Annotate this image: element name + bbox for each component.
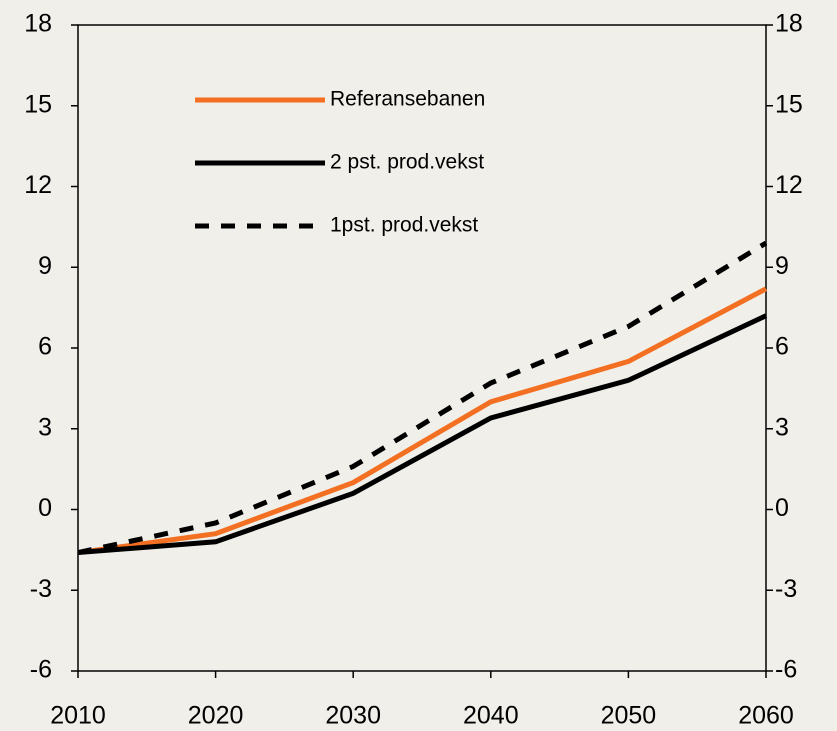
x-tick-label: 2040 bbox=[463, 702, 519, 730]
legend-label: 1pst. prod.vekst bbox=[330, 214, 478, 237]
x-tick-label: 2010 bbox=[50, 702, 106, 730]
y2-tick-label: 0 bbox=[775, 494, 789, 522]
y2-tick-label: 18 bbox=[775, 10, 803, 38]
y2-tick-label: 6 bbox=[775, 333, 789, 361]
y2-tick-label: 3 bbox=[775, 413, 789, 441]
line-series bbox=[77, 313, 768, 556]
y2-tick-label: 9 bbox=[775, 252, 789, 280]
y-tick-label: 9 bbox=[38, 252, 52, 280]
y-tick-label: 3 bbox=[38, 413, 52, 441]
x-tick-label: 2060 bbox=[738, 702, 794, 730]
y-tick-label: -3 bbox=[30, 575, 52, 603]
y-tick-label: 18 bbox=[24, 10, 52, 38]
y-tick-label: 0 bbox=[38, 494, 52, 522]
plot-frame bbox=[77, 24, 767, 672]
legend-label: 2 pst. prod.vekst bbox=[330, 151, 484, 174]
y-tick-label: 12 bbox=[24, 171, 52, 199]
x-tick-label: 2050 bbox=[601, 702, 657, 730]
x-tick-label: 2020 bbox=[188, 702, 244, 730]
y2-tick-label: -6 bbox=[775, 656, 797, 684]
y-tick-label: 15 bbox=[24, 90, 52, 118]
x-tick-label: 2030 bbox=[325, 702, 381, 730]
line-series bbox=[77, 240, 768, 556]
line-series bbox=[77, 286, 768, 556]
y-tick-label: -6 bbox=[30, 656, 52, 684]
y2-tick-label: -3 bbox=[775, 575, 797, 603]
y2-tick-label: 12 bbox=[775, 171, 803, 199]
legend-label: Referansebanen bbox=[330, 88, 485, 111]
y-tick-label: 6 bbox=[38, 333, 52, 361]
y2-tick-label: 15 bbox=[775, 90, 803, 118]
